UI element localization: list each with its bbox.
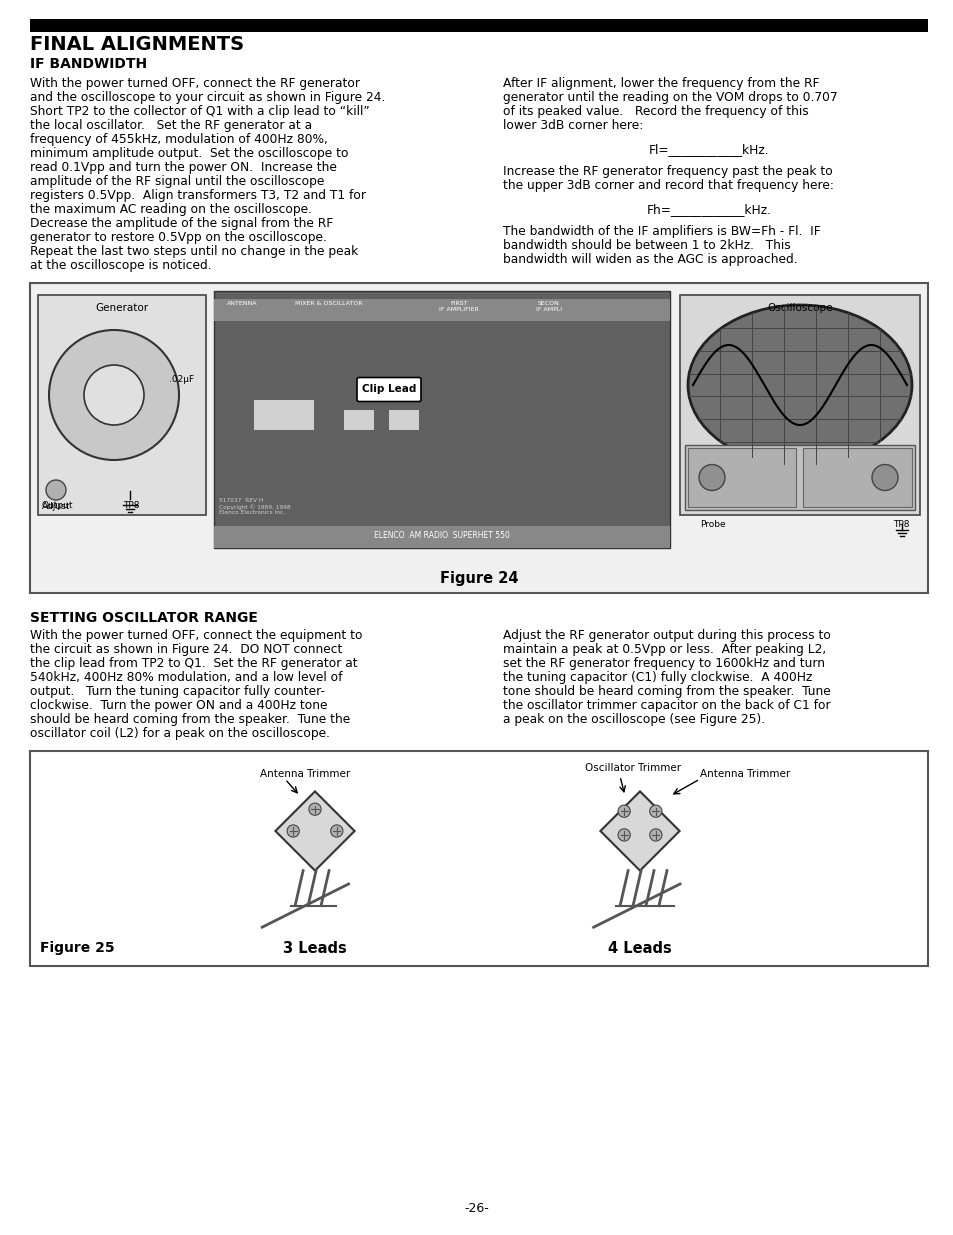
Text: the maximum AC reading on the oscilloscope.: the maximum AC reading on the oscillosco…: [30, 203, 312, 216]
Circle shape: [287, 825, 299, 837]
Text: SETTING OSCILLATOR RANGE: SETTING OSCILLATOR RANGE: [30, 611, 257, 625]
Text: bandwidth will widen as the AGC is approached.: bandwidth will widen as the AGC is appro…: [502, 253, 797, 267]
Polygon shape: [599, 792, 679, 871]
Text: Antenna Trimmer: Antenna Trimmer: [700, 769, 789, 779]
Circle shape: [84, 366, 144, 425]
Text: IF BANDWIDTH: IF BANDWIDTH: [30, 57, 147, 70]
Circle shape: [618, 829, 630, 841]
Bar: [213, 526, 669, 548]
Text: Increase the RF generator frequency past the peak to: Increase the RF generator frequency past…: [502, 165, 832, 178]
Bar: [30, 19, 927, 32]
Text: Decrease the amplitude of the signal from the RF: Decrease the amplitude of the signal fro…: [30, 217, 333, 230]
Text: output.   Turn the tuning capacitor fully counter-: output. Turn the tuning capacitor fully …: [30, 685, 325, 698]
Text: registers 0.5Vpp.  Align transformers T3, T2 and T1 for: registers 0.5Vpp. Align transformers T3,…: [30, 189, 366, 203]
Text: clockwise.  Turn the power ON and a 400Hz tone: clockwise. Turn the power ON and a 400Hz…: [30, 699, 327, 713]
Text: tone should be heard coming from the speaker.  Tune: tone should be heard coming from the spe…: [502, 685, 830, 698]
Text: Oscilloscope: Oscilloscope: [766, 303, 832, 312]
Text: Short TP2 to the collector of Q1 with a clip lead to “kill”: Short TP2 to the collector of Q1 with a …: [30, 105, 370, 119]
Text: oscillator coil (L2) for a peak on the oscilloscope.: oscillator coil (L2) for a peak on the o…: [30, 727, 330, 740]
Bar: [344, 410, 374, 430]
Circle shape: [46, 480, 66, 500]
Text: 4 Leads: 4 Leads: [607, 941, 671, 956]
Text: Generator: Generator: [95, 303, 149, 312]
Text: generator to restore 0.5Vpp on the oscilloscope.: generator to restore 0.5Vpp on the oscil…: [30, 231, 327, 245]
Text: Clip Lead: Clip Lead: [361, 384, 416, 394]
Text: frequency of 455kHz, modulation of 400Hz 80%,: frequency of 455kHz, modulation of 400Hz…: [30, 133, 328, 146]
Text: ANTENNA: ANTENNA: [227, 301, 257, 306]
Text: Adjust the RF generator output during this process to: Adjust the RF generator output during th…: [502, 629, 830, 642]
Text: Probe: Probe: [700, 520, 725, 529]
Text: Figure 24: Figure 24: [439, 571, 517, 585]
Circle shape: [331, 825, 342, 837]
Text: the upper 3dB corner and record that frequency here:: the upper 3dB corner and record that fre…: [502, 179, 833, 193]
Bar: [684, 445, 914, 510]
Text: the tuning capacitor (C1) fully clockwise.  A 400Hz: the tuning capacitor (C1) fully clockwis…: [502, 671, 812, 684]
Text: SECON
IF AMPLI: SECON IF AMPLI: [536, 301, 561, 311]
Circle shape: [618, 805, 630, 818]
Bar: [389, 410, 418, 430]
Text: TP8: TP8: [123, 501, 139, 510]
Text: ELENCO  AM RADIO  SUPERHET 550: ELENCO AM RADIO SUPERHET 550: [374, 531, 510, 540]
Text: the clip lead from TP2 to Q1.  Set the RF generator at: the clip lead from TP2 to Q1. Set the RF…: [30, 657, 357, 671]
Bar: [253, 399, 314, 430]
Text: With the power turned OFF, connect the RF generator: With the power turned OFF, connect the R…: [30, 77, 359, 90]
Text: Oscillator Trimmer: Oscillator Trimmer: [584, 763, 680, 773]
Circle shape: [309, 803, 321, 815]
Text: With the power turned OFF, connect the equipment to: With the power turned OFF, connect the e…: [30, 629, 362, 642]
Text: Fl=____________kHz.: Fl=____________kHz.: [648, 143, 768, 156]
Bar: [38, 295, 206, 515]
Circle shape: [699, 464, 724, 490]
Text: FINAL ALIGNMENTS: FINAL ALIGNMENTS: [30, 35, 244, 54]
Bar: [213, 299, 669, 321]
Circle shape: [49, 330, 179, 459]
Bar: [687, 448, 795, 508]
Text: MIXER & OSCILLATOR: MIXER & OSCILLATOR: [294, 301, 362, 306]
Bar: [213, 291, 669, 548]
Text: the circuit as shown in Figure 24.  DO NOT connect: the circuit as shown in Figure 24. DO NO…: [30, 643, 342, 656]
Bar: [802, 448, 911, 508]
Text: Adjust: Adjust: [42, 501, 71, 511]
Text: Antenna Trimmer: Antenna Trimmer: [260, 769, 350, 779]
Text: of its peaked value.   Record the frequency of this: of its peaked value. Record the frequenc…: [502, 105, 808, 119]
Text: maintain a peak at 0.5Vpp or less.  After peaking L2,: maintain a peak at 0.5Vpp or less. After…: [502, 643, 825, 656]
Text: Output: Output: [42, 501, 73, 510]
Text: a peak on the oscilloscope (see Figure 25).: a peak on the oscilloscope (see Figure 2…: [502, 713, 764, 726]
Text: The bandwidth of the IF amplifiers is BW=Fh - Fl.  IF: The bandwidth of the IF amplifiers is BW…: [502, 226, 820, 238]
Text: generator until the reading on the VOM drops to 0.707: generator until the reading on the VOM d…: [502, 91, 837, 104]
Text: TP8: TP8: [893, 520, 909, 529]
Bar: [30, 751, 927, 966]
Text: 3 Leads: 3 Leads: [283, 941, 347, 956]
Circle shape: [649, 805, 661, 818]
Text: bandwidth should be between 1 to 2kHz.   This: bandwidth should be between 1 to 2kHz. T…: [502, 240, 790, 252]
Text: read 0.1Vpp and turn the power ON.  Increase the: read 0.1Vpp and turn the power ON. Incre…: [30, 161, 336, 174]
Text: and the oscilloscope to your circuit as shown in Figure 24.: and the oscilloscope to your circuit as …: [30, 91, 385, 104]
Text: minimum amplitude output.  Set the oscilloscope to: minimum amplitude output. Set the oscill…: [30, 147, 348, 161]
Bar: [30, 283, 927, 593]
Text: amplitude of the RF signal until the oscilloscope: amplitude of the RF signal until the osc…: [30, 175, 324, 188]
Text: set the RF generator frequency to 1600kHz and turn: set the RF generator frequency to 1600kH…: [502, 657, 824, 671]
Text: the oscillator trimmer capacitor on the back of C1 for: the oscillator trimmer capacitor on the …: [502, 699, 830, 713]
Text: .02μF: .02μF: [169, 375, 193, 384]
Ellipse shape: [687, 305, 911, 466]
Text: Repeat the last two steps until no change in the peak: Repeat the last two steps until no chang…: [30, 245, 358, 258]
Text: -26-: -26-: [464, 1202, 489, 1215]
Text: lower 3dB corner here:: lower 3dB corner here:: [502, 119, 642, 132]
Text: 517037  REV H
Copyright © 1989, 1998
Elenco Electronics Inc.: 517037 REV H Copyright © 1989, 1998 Elen…: [219, 498, 291, 515]
Text: 540kHz, 400Hz 80% modulation, and a low level of: 540kHz, 400Hz 80% modulation, and a low …: [30, 671, 342, 684]
Text: Fh=____________kHz.: Fh=____________kHz.: [646, 203, 771, 216]
Circle shape: [871, 464, 897, 490]
Text: Figure 25: Figure 25: [40, 941, 114, 955]
Text: should be heard coming from the speaker.  Tune the: should be heard coming from the speaker.…: [30, 713, 350, 726]
Text: FIRST
IF AMPLIFIER: FIRST IF AMPLIFIER: [438, 301, 478, 311]
Text: at the oscilloscope is noticed.: at the oscilloscope is noticed.: [30, 259, 212, 272]
Text: the local oscillator.   Set the RF generator at a: the local oscillator. Set the RF generat…: [30, 119, 312, 132]
Circle shape: [649, 829, 661, 841]
Polygon shape: [275, 792, 355, 871]
Bar: [679, 295, 919, 515]
Text: After IF alignment, lower the frequency from the RF: After IF alignment, lower the frequency …: [502, 77, 819, 90]
FancyBboxPatch shape: [356, 378, 420, 401]
